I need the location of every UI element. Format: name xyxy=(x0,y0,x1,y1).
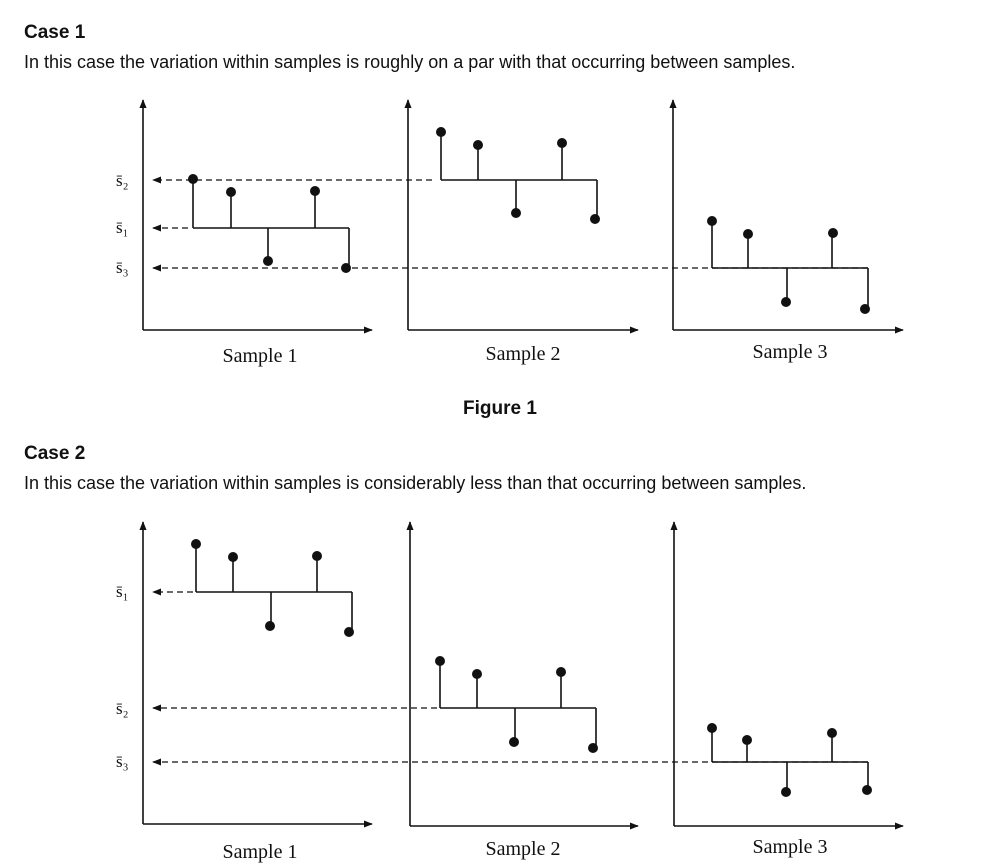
data-point xyxy=(188,174,198,184)
sample1-axes xyxy=(139,99,373,334)
data-point xyxy=(588,743,598,753)
data-point xyxy=(511,208,521,218)
data-point xyxy=(472,669,482,679)
data-point xyxy=(265,621,275,631)
case2-diagram: s̄₁ s̄₂ s̄₃ Sample 1 Sample 2 Sample 3 xyxy=(116,521,904,863)
sample3-label: Sample 3 xyxy=(753,836,828,858)
sample3-label: Sample 3 xyxy=(753,341,828,363)
sample3-axes xyxy=(670,521,904,830)
sample2-label: Sample 2 xyxy=(486,343,561,365)
data-point xyxy=(707,723,717,733)
case1-heading: Case 1 xyxy=(24,22,86,43)
mean-label-s2: s̄₂ xyxy=(116,699,129,718)
mean-label-s1: s̄₁ xyxy=(116,218,129,237)
data-point xyxy=(226,187,236,197)
data-point xyxy=(263,256,273,266)
sample2-axes xyxy=(406,521,639,830)
data-point xyxy=(509,737,519,747)
data-point xyxy=(828,228,838,238)
data-point xyxy=(473,140,483,150)
data-point xyxy=(191,539,201,549)
mean-label-s1: s̄₁ xyxy=(116,582,129,601)
sample2-label: Sample 2 xyxy=(486,838,561,860)
sample3-stems xyxy=(707,723,872,797)
case1-description: In this case the variation within sample… xyxy=(24,52,796,72)
sample1-axes xyxy=(139,521,373,828)
mean-label-s3: s̄₃ xyxy=(116,752,129,771)
data-point xyxy=(228,552,238,562)
sample3-stems xyxy=(707,216,870,314)
data-point xyxy=(310,186,320,196)
sample1-stems xyxy=(191,539,354,637)
mean-label-s2: s̄₂ xyxy=(116,171,129,190)
data-point xyxy=(781,787,791,797)
mean-label-s3: s̄₃ xyxy=(116,258,129,277)
sample2-stems xyxy=(435,656,598,753)
sample3-axes xyxy=(669,99,904,334)
data-point xyxy=(436,127,446,137)
data-point xyxy=(557,138,567,148)
sample2-axes xyxy=(404,99,639,334)
case1-diagram: s̄₂ s̄₁ s̄₃ Sample 1 Sample 2 Sample 3 xyxy=(116,99,904,367)
data-point xyxy=(590,214,600,224)
figure-caption: Figure 1 xyxy=(463,398,537,419)
sample1-label: Sample 1 xyxy=(223,841,298,863)
data-point xyxy=(781,297,791,307)
data-point xyxy=(707,216,717,226)
data-point xyxy=(341,263,351,273)
sample1-label: Sample 1 xyxy=(223,345,298,367)
data-point xyxy=(860,304,870,314)
data-point xyxy=(862,785,872,795)
data-point xyxy=(344,627,354,637)
sample2-stems xyxy=(436,127,600,224)
case2-description: In this case the variation within sample… xyxy=(24,473,807,493)
data-point xyxy=(742,735,752,745)
case2-heading: Case 2 xyxy=(24,443,86,464)
data-point xyxy=(827,728,837,738)
sample1-stems xyxy=(188,174,351,273)
data-point xyxy=(743,229,753,239)
data-point xyxy=(312,551,322,561)
data-point xyxy=(435,656,445,666)
data-point xyxy=(556,667,566,677)
